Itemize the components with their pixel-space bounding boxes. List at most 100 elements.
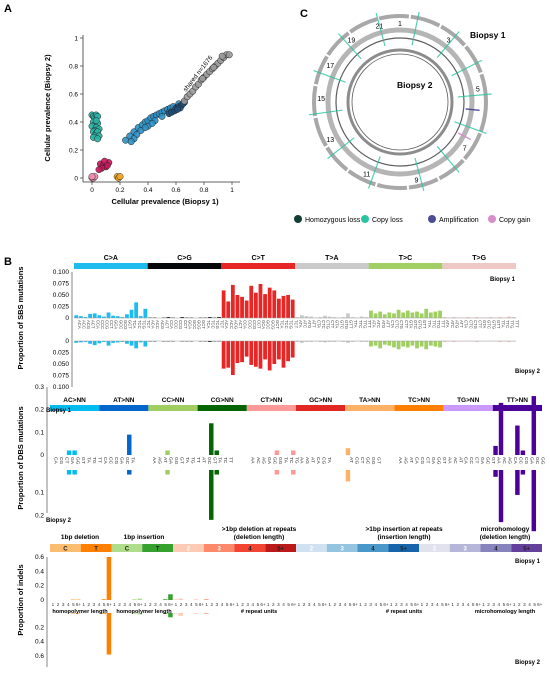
sbs-bar-biopsy1 — [318, 317, 323, 318]
dbs-group-band — [99, 405, 149, 411]
sbs-bar-biopsy2 — [263, 341, 267, 360]
dbs-context-label: TG — [293, 457, 299, 464]
indel-x-tick: 2 — [57, 602, 60, 607]
sbs-context-label: GCA — [114, 320, 119, 329]
dbs-context-label: GT — [441, 457, 447, 464]
indel-x-tick: 3 — [277, 602, 280, 607]
indel-sub-label: 5+ — [277, 547, 284, 553]
indel-x-tick: 3 — [462, 602, 465, 607]
indel-bar-biopsy2 — [137, 613, 142, 615]
dbs-context-label: AG — [157, 457, 163, 464]
sbs-bar-biopsy1 — [410, 312, 415, 318]
circos-chromosome-label: 3 — [447, 38, 451, 45]
sbs-bar-biopsy1 — [106, 312, 111, 318]
dbs-group-band — [50, 405, 100, 411]
dbs-context-label: AT — [200, 457, 206, 463]
sbs-bar-biopsy2 — [143, 341, 148, 347]
dbs-y-tick-label: 0.3 — [35, 384, 44, 391]
sbs-bar-biopsy2 — [221, 341, 226, 369]
dbs-context-label: TT — [195, 457, 201, 463]
sbs-context-label: TTA — [500, 320, 505, 328]
sbs-bar-biopsy1 — [387, 312, 392, 318]
sbs-bar-biopsy1 — [83, 317, 88, 318]
scatter-plot: 0 0.2 0.4 0.6 0.8 1 0 0.2 0.4 0.6 0.8 1 Cellular p… — [43, 35, 240, 206]
sbs-bar-biopsy2 — [382, 341, 387, 345]
sbs-context-label: ATA — [372, 320, 377, 328]
indel-bar-biopsy2 — [106, 613, 112, 655]
sbs-bar-biopsy1 — [488, 317, 493, 318]
sbs-bar-biopsy1 — [74, 315, 79, 318]
sbs-bar-biopsy1 — [286, 295, 290, 318]
sbs-context-label: CTG — [473, 320, 478, 329]
dbs-context-label: CG — [353, 457, 359, 464]
sbs-context-label: CCT — [183, 320, 188, 329]
sbs-context-label: TCG — [289, 320, 294, 329]
indel-x-tick: 3 — [492, 602, 495, 607]
indel-x-tick: 1 — [175, 602, 178, 607]
indel-x-tick: 1 — [298, 602, 301, 607]
indel-y-tick-label: 0.4 — [35, 568, 44, 575]
sbs-context-label: TCT — [220, 320, 225, 329]
sbs-bar-biopsy2 — [442, 341, 447, 342]
indel-x-tick: 6+ — [107, 602, 113, 607]
indel-sub-band — [326, 544, 358, 552]
sbs-y-tick-label: 0.050 — [53, 292, 70, 299]
sbs-bar-biopsy1 — [290, 299, 295, 318]
dbs-context-label: CA — [53, 457, 59, 464]
indel-x-tick: 3 — [523, 602, 526, 607]
sbs-context-label: CTG — [326, 320, 331, 329]
sbs-context-label: ATT — [459, 320, 464, 328]
indel-sub-band — [419, 544, 450, 552]
dbs-y-label: Proportion of DBS mutations — [16, 406, 25, 509]
dbs-bar-biopsy2 — [498, 470, 504, 523]
dbs-context-label: TG — [189, 457, 195, 464]
indel-x-tick: 5 — [503, 602, 506, 607]
indel-x-group-label: # repeat units — [241, 609, 277, 615]
scatter-x-tick-label: 0.6 — [171, 187, 180, 194]
indel-x-tick: 4 — [497, 602, 500, 607]
sbs-bar-biopsy2 — [125, 341, 129, 344]
sbs-y-tick-label: 0.050 — [53, 361, 70, 368]
sbs-bar-biopsy1 — [442, 317, 447, 318]
sbs-bar-biopsy1 — [451, 317, 456, 318]
indel-x-tick: 2 — [333, 602, 336, 607]
dbs-context-label: AG — [403, 457, 409, 464]
indel-category-label: (deletion length) — [234, 534, 285, 541]
sbs-bar-biopsy1 — [392, 313, 396, 318]
sbs-context-label: ATG — [381, 320, 386, 328]
dbs-context-label: GA — [118, 457, 124, 465]
sbs-bar-biopsy1 — [79, 316, 83, 318]
dbs-context-label: AT — [348, 457, 354, 463]
sbs-bar-biopsy2 — [115, 341, 120, 343]
dbs-track-bottom: Biopsy 2 — [46, 518, 72, 524]
sbs-bar-biopsy2 — [396, 341, 401, 350]
sbs-bar-biopsy1 — [428, 312, 433, 318]
dbs-context-label: GA — [266, 457, 272, 465]
indel-bar-biopsy1 — [75, 599, 81, 600]
sbs-bar-biopsy1 — [304, 316, 309, 318]
indel-x-tick: 3 — [369, 602, 372, 607]
dbs-context-label: GG — [539, 457, 545, 465]
indel-x-tick: 2 — [303, 602, 306, 607]
sbs-bar-biopsy2 — [507, 341, 511, 342]
dbs-group-label: CG>NN — [211, 397, 234, 404]
sbs-bar-biopsy2 — [111, 341, 116, 343]
circos-copy-loss-mark — [451, 59, 483, 77]
indel-x-tick: 4 — [467, 602, 470, 607]
dbs-context-label: GA — [479, 457, 485, 465]
dbs-group-band — [492, 405, 542, 411]
circos-copy-loss-mark — [308, 109, 343, 116]
indel-x-tick: 3 — [308, 602, 311, 607]
sbs-y-tick-label: 0 — [65, 338, 69, 345]
dbs-context-label: CA — [463, 457, 469, 464]
dbs-context-label: TC — [288, 457, 294, 464]
indel-x-tick: 3 — [154, 602, 157, 607]
dbs-context-label: AT — [310, 457, 316, 463]
dbs-context-label: TG — [91, 457, 97, 464]
dbs-bar-biopsy2 — [531, 470, 537, 532]
indel-x-tick: 5 — [134, 602, 137, 607]
sbs-context-label: GTG — [344, 320, 349, 329]
sbs-bar-biopsy2 — [286, 341, 290, 362]
indel-x-tick: 4 — [436, 602, 439, 607]
indel-sub-label: 2 — [433, 547, 437, 553]
